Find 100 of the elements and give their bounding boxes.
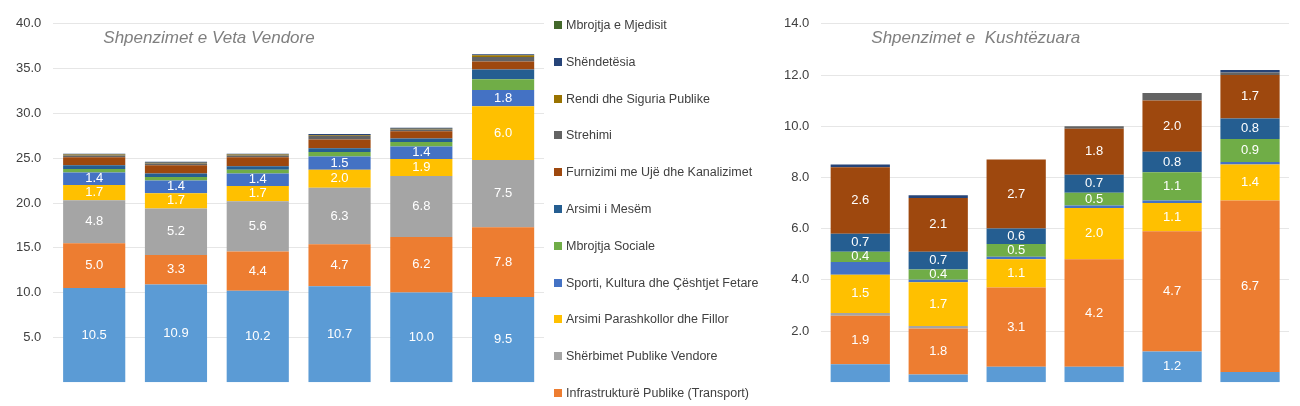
- data-label: 4.2: [1085, 304, 1104, 320]
- bar: [472, 106, 535, 160]
- data-label: 0.8: [1163, 153, 1182, 169]
- bar: [308, 244, 371, 287]
- data-label: 1.8: [494, 89, 513, 105]
- bar: [63, 168, 126, 173]
- bar: [1220, 162, 1280, 165]
- data-label: 0.5: [1007, 241, 1026, 257]
- bar: [226, 173, 289, 186]
- y-tick-label: 40.0: [15, 15, 42, 31]
- bar: [390, 131, 453, 139]
- legend-label: Arsimi Parashkollor dhe Fillor: [566, 312, 729, 327]
- legend-label: Mbrojtja e Mjedisit: [566, 18, 667, 32]
- data-label: 6.7: [1240, 277, 1260, 293]
- data-label: 1.4: [412, 144, 431, 160]
- data-label: 0.4: [929, 266, 948, 282]
- data-label: 1.7: [248, 185, 267, 201]
- data-label: 0.7: [929, 252, 948, 268]
- data-label: 0.4: [851, 248, 870, 264]
- bar: [226, 185, 289, 202]
- data-label: 4.7: [1163, 282, 1182, 298]
- bar: [830, 233, 890, 252]
- bar: [908, 282, 968, 326]
- bar: [226, 251, 289, 291]
- data-label: 1.7: [1240, 88, 1260, 104]
- legend-label: Arsimi i Mesëm: [566, 201, 652, 216]
- chart-title: Shpenzimet e Veta Vendore: [103, 28, 315, 48]
- bar: [144, 193, 208, 209]
- bar: [308, 156, 371, 170]
- data-label: 3.3: [166, 261, 186, 277]
- bar: [308, 169, 371, 188]
- data-label: 4.8: [85, 213, 104, 229]
- data-label: 1.4: [1240, 174, 1260, 190]
- data-label: 10.0: [408, 328, 434, 344]
- bar: [1220, 200, 1280, 372]
- bar: [1064, 128, 1124, 175]
- bar: [144, 177, 208, 181]
- bar: [1142, 172, 1202, 201]
- data-label: 1.4: [166, 178, 186, 194]
- data-label: 1.4: [248, 171, 267, 187]
- bar: [1220, 139, 1280, 163]
- data-label: 4.4: [248, 262, 267, 278]
- data-label: 10.7: [326, 325, 353, 341]
- bar: [1142, 92, 1202, 101]
- data-label: 1.7: [929, 295, 948, 311]
- y-tick-label: 35.0: [15, 60, 42, 76]
- data-label: 0.7: [851, 234, 870, 250]
- bar: [908, 328, 968, 375]
- bar: [63, 200, 126, 244]
- bar: [144, 284, 208, 383]
- bar: [308, 151, 371, 157]
- bar: [830, 167, 890, 234]
- bar: [986, 159, 1046, 229]
- bar: [1220, 371, 1280, 383]
- data-label: 0.5: [1085, 190, 1104, 206]
- data-label: 1.1: [1007, 264, 1026, 280]
- y-tick-label: 15.0: [15, 239, 42, 255]
- data-label: 5.2: [166, 223, 186, 239]
- data-label: 0.8: [1240, 120, 1260, 136]
- data-label: 0.9: [1240, 142, 1260, 158]
- bar: [308, 139, 371, 149]
- data-label: 1.8: [1085, 143, 1104, 159]
- data-label: 6.2: [412, 256, 431, 272]
- data-label: 7.8: [494, 253, 513, 269]
- y-tick-label: 10.0: [15, 284, 42, 300]
- bar: [144, 254, 208, 285]
- bar: [144, 165, 208, 174]
- bar: [1220, 75, 1280, 119]
- bar: [226, 290, 289, 383]
- data-label: 2.0: [1163, 117, 1182, 133]
- bar: [63, 157, 126, 166]
- data-label: 1.5: [851, 285, 870, 301]
- bar: [1142, 151, 1202, 173]
- y-tick-label: 6.0: [791, 220, 810, 236]
- y-tick-label: 2.0: [791, 322, 810, 338]
- legend-label: Mbrojtja Sociale: [566, 238, 655, 253]
- bar: [144, 173, 208, 178]
- y-tick-label: 4.0: [791, 271, 810, 287]
- data-label: 6.8: [412, 198, 431, 214]
- bar: [1220, 164, 1280, 201]
- bar: [63, 185, 126, 201]
- bar: [390, 176, 453, 238]
- bar: [1142, 100, 1202, 152]
- bar: [908, 251, 968, 270]
- data-label: 0.7: [1085, 175, 1104, 191]
- bar: [472, 79, 535, 91]
- y-tick-label: 10.0: [783, 117, 810, 133]
- bar: [1142, 351, 1202, 383]
- bar: [1142, 200, 1202, 203]
- data-label: 2.6: [851, 192, 870, 208]
- data-label: 10.9: [163, 324, 189, 340]
- bar: [908, 197, 968, 252]
- bar: [390, 292, 453, 383]
- bar: [308, 148, 371, 152]
- bar: [472, 90, 535, 107]
- data-label: 2.0: [1085, 225, 1104, 241]
- y-tick-label: 8.0: [791, 168, 810, 184]
- y-tick-label: 5.0: [23, 328, 42, 344]
- bar: [1220, 118, 1280, 139]
- bar: [308, 187, 371, 245]
